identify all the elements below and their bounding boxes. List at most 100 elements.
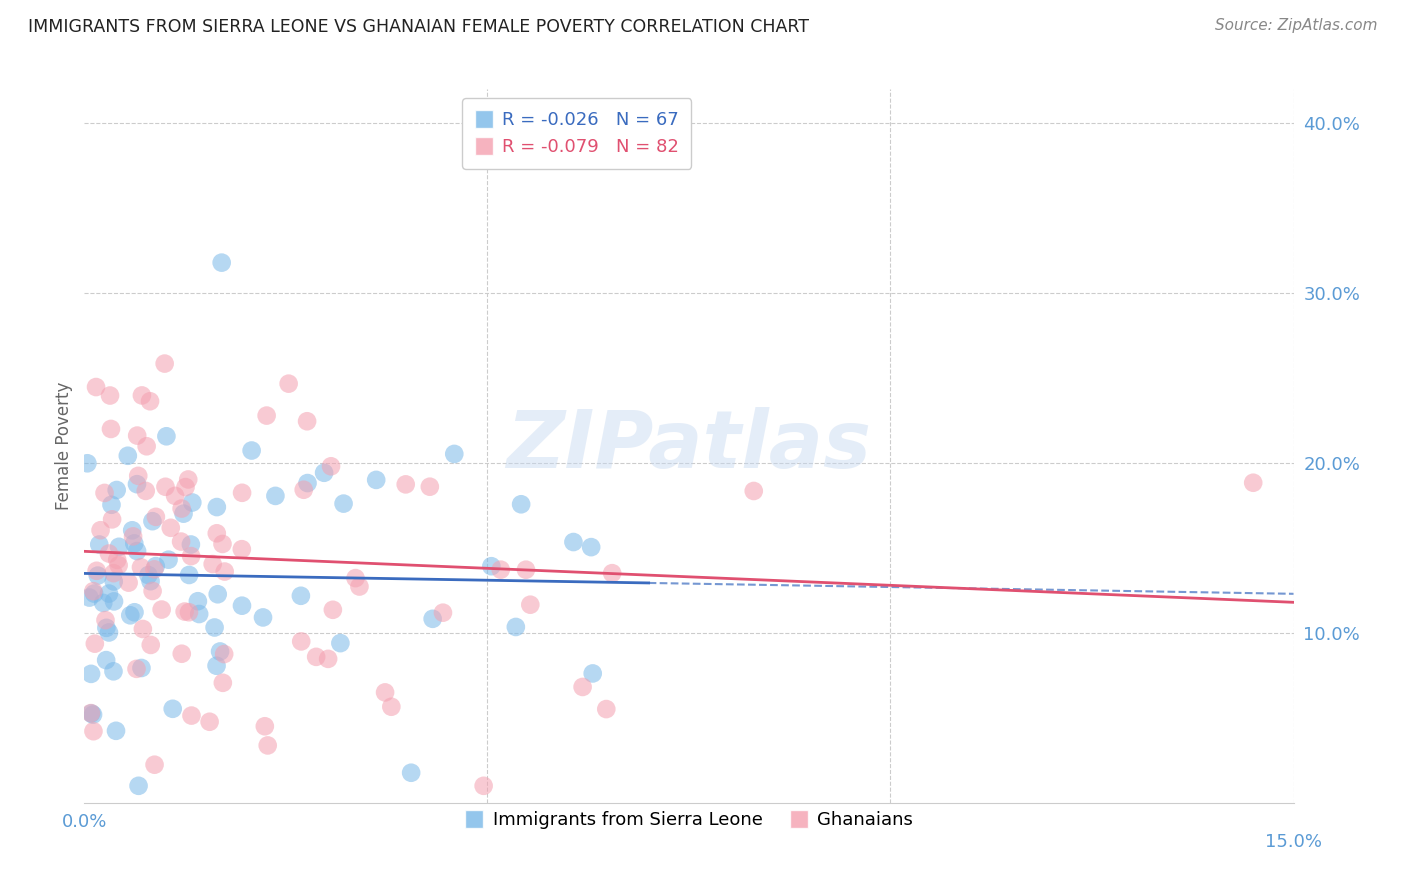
Point	[198, 714, 221, 729]
Point	[305, 649, 328, 664]
Point	[89, 537, 111, 551]
Point	[600, 566, 623, 581]
Point	[579, 540, 602, 554]
Point	[240, 443, 263, 458]
Point	[117, 575, 139, 590]
Point	[98, 388, 121, 402]
Point	[103, 574, 125, 589]
Point	[127, 428, 149, 442]
Point	[103, 665, 125, 679]
Point	[97, 547, 120, 561]
Point	[117, 449, 139, 463]
Point	[124, 536, 146, 550]
Point	[231, 599, 253, 613]
Point	[290, 589, 312, 603]
Point	[322, 603, 344, 617]
Point	[120, 608, 142, 623]
Point	[489, 563, 512, 577]
Point	[105, 553, 128, 567]
Point	[472, 779, 495, 793]
Point	[177, 605, 200, 619]
Point	[125, 544, 148, 558]
Point	[256, 409, 278, 423]
Point	[139, 394, 162, 409]
Point	[125, 662, 148, 676]
Point	[349, 580, 371, 594]
Point	[138, 568, 160, 582]
Point	[80, 666, 103, 681]
Point	[211, 675, 233, 690]
Point	[80, 706, 103, 721]
Point	[479, 559, 502, 574]
Point	[107, 558, 129, 573]
Point	[141, 514, 163, 528]
Point	[127, 468, 149, 483]
Point	[173, 605, 195, 619]
Point	[105, 723, 128, 738]
Point	[143, 562, 166, 576]
Legend: Immigrants from Sierra Leone, Ghanaians: Immigrants from Sierra Leone, Ghanaians	[458, 805, 920, 837]
Point	[519, 598, 541, 612]
Point	[180, 537, 202, 551]
Point	[91, 596, 114, 610]
Point	[174, 480, 197, 494]
Point	[180, 549, 202, 563]
Point	[205, 658, 228, 673]
Point	[252, 610, 274, 624]
Point	[86, 564, 108, 578]
Point	[170, 534, 193, 549]
Point	[1241, 475, 1264, 490]
Point	[159, 521, 181, 535]
Point	[80, 706, 103, 720]
Point	[129, 560, 152, 574]
Point	[94, 613, 117, 627]
Point	[96, 621, 118, 635]
Point	[162, 702, 184, 716]
Point	[179, 568, 201, 582]
Point	[366, 473, 388, 487]
Point	[443, 447, 465, 461]
Point	[131, 661, 153, 675]
Point	[297, 476, 319, 491]
Point	[205, 500, 228, 514]
Point	[145, 509, 167, 524]
Point	[139, 574, 162, 589]
Point	[108, 540, 131, 554]
Point	[319, 459, 342, 474]
Point	[153, 357, 176, 371]
Point	[314, 466, 336, 480]
Point	[87, 568, 110, 582]
Point	[204, 620, 226, 634]
Point	[79, 591, 101, 605]
Text: ZIPatlas: ZIPatlas	[506, 407, 872, 485]
Point	[90, 523, 112, 537]
Point	[83, 586, 105, 600]
Point	[93, 486, 115, 500]
Point	[277, 376, 299, 391]
Y-axis label: Female Poverty: Female Poverty	[55, 382, 73, 510]
Point	[505, 620, 527, 634]
Point	[344, 571, 367, 585]
Point	[742, 483, 765, 498]
Point	[253, 719, 276, 733]
Point	[131, 388, 153, 402]
Point	[135, 483, 157, 498]
Point	[165, 489, 187, 503]
Point	[422, 612, 444, 626]
Point	[180, 708, 202, 723]
Point	[173, 507, 195, 521]
Point	[128, 779, 150, 793]
Point	[98, 625, 121, 640]
Point	[143, 757, 166, 772]
Point	[145, 559, 167, 574]
Point	[187, 594, 209, 608]
Point	[121, 524, 143, 538]
Point	[170, 501, 193, 516]
Point	[432, 606, 454, 620]
Point	[582, 666, 605, 681]
Point	[82, 724, 104, 739]
Point	[201, 557, 224, 571]
Text: Source: ZipAtlas.com: Source: ZipAtlas.com	[1215, 18, 1378, 33]
Point	[135, 439, 157, 453]
Point	[295, 414, 318, 428]
